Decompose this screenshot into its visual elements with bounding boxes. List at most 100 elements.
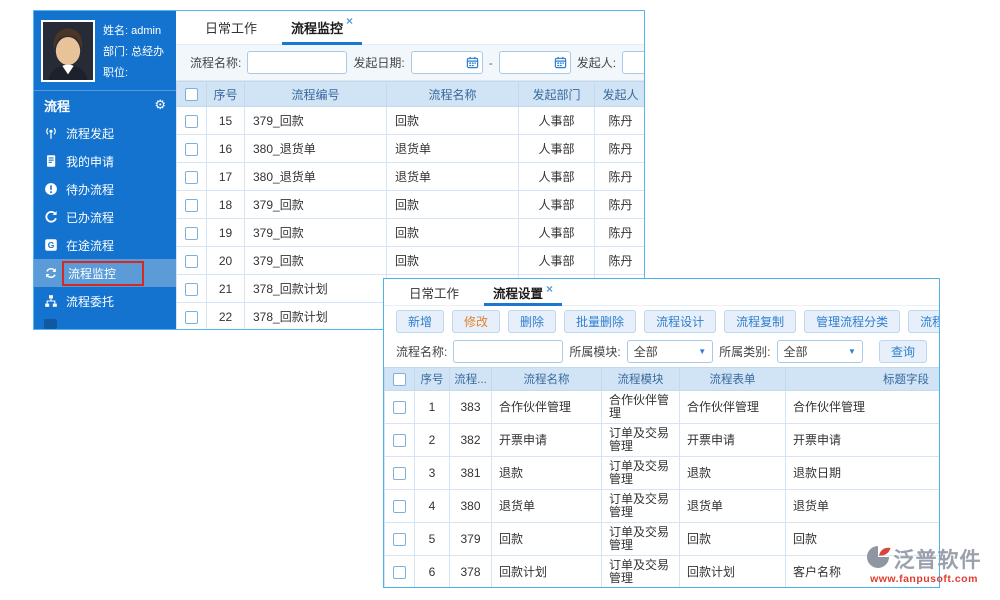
row-checkbox[interactable] bbox=[393, 400, 406, 414]
settings-tab-daily-work[interactable]: 日常工作 bbox=[400, 279, 468, 305]
row-checkbox[interactable] bbox=[393, 532, 406, 546]
transit-badge-icon: G bbox=[43, 238, 58, 253]
sidebar-item-done-processes[interactable]: 已办流程 bbox=[34, 203, 176, 231]
row-checkbox[interactable] bbox=[393, 466, 406, 480]
gear-icon[interactable]: ⚙ bbox=[154, 97, 166, 112]
column-header[interactable]: 发起人 bbox=[594, 81, 644, 107]
sidebar-item-my-applications[interactable]: 我的申请 bbox=[34, 147, 176, 175]
module-select[interactable]: 全部 ▼ bbox=[626, 340, 714, 363]
sidebar-item-process-monitor[interactable]: 流程监控 bbox=[34, 259, 176, 287]
table-row[interactable]: 18 379_回款 回款 人事部 陈丹 bbox=[176, 190, 644, 219]
row-checkbox[interactable] bbox=[185, 310, 198, 324]
settings-process-name-input[interactable] bbox=[453, 340, 564, 363]
batch-delete-button[interactable]: 批量删除 bbox=[564, 309, 637, 333]
table-row[interactable]: 20 379_回款 回款 人事部 陈丹 bbox=[176, 246, 644, 275]
column-header[interactable]: 流程编号 bbox=[244, 81, 387, 107]
column-header[interactable]: 发起部门 bbox=[518, 81, 595, 107]
column-header[interactable]: 序号 bbox=[206, 81, 245, 107]
column-header[interactable]: 标题字段 bbox=[785, 367, 939, 391]
modify-button[interactable]: 修改 bbox=[452, 309, 501, 333]
cell: 开票申请 bbox=[491, 423, 602, 457]
table-row[interactable]: 19 379_回款 回款 人事部 陈丹 bbox=[176, 218, 644, 247]
sidebar-item-in-transit-processes[interactable]: G 在途流程 bbox=[34, 231, 176, 259]
table-row[interactable]: 4 380 退货单 订单及交易管理 退货单 退货单 bbox=[384, 489, 939, 523]
checkbox-cell bbox=[176, 106, 207, 135]
cell: 回款计划 bbox=[491, 555, 602, 587]
process-copy-button[interactable]: 流程复制 bbox=[724, 309, 797, 333]
cell: 退款 bbox=[679, 456, 786, 490]
cell: 人事部 bbox=[518, 106, 595, 135]
sidebar-item-process-initiate[interactable]: 流程发起 bbox=[34, 119, 176, 147]
cell: 人事部 bbox=[518, 162, 595, 191]
table-row[interactable]: 16 380_退货单 退货单 人事部 陈丹 bbox=[176, 134, 644, 163]
calendar-icon[interactable] bbox=[466, 56, 479, 72]
table-row[interactable]: 1 383 合作伙伴管理 合作伙伴管理 合作伙伴管理 合作伙伴管理 bbox=[384, 390, 939, 424]
checkbox-cell bbox=[176, 134, 207, 163]
row-checkbox[interactable] bbox=[185, 114, 198, 128]
column-header[interactable]: 流程... bbox=[449, 367, 492, 391]
checkbox-cell bbox=[176, 190, 207, 219]
initiator-input[interactable] bbox=[622, 51, 644, 74]
checkbox-cell bbox=[384, 489, 415, 523]
row-checkbox[interactable] bbox=[185, 254, 198, 268]
monitor-tab-daily-work[interactable]: 日常工作 bbox=[196, 11, 266, 44]
process-name-input[interactable] bbox=[247, 51, 348, 74]
close-icon[interactable]: × bbox=[546, 282, 554, 296]
cell: 回款 bbox=[491, 522, 602, 556]
add-button[interactable]: 新增 bbox=[396, 309, 445, 333]
row-checkbox[interactable] bbox=[393, 499, 406, 513]
column-header[interactable]: 流程名称 bbox=[386, 81, 519, 107]
cell: 开票申请 bbox=[679, 423, 786, 457]
table-row[interactable]: 3 381 退款 订单及交易管理 退款 退款日期 bbox=[384, 456, 939, 490]
row-checkbox[interactable] bbox=[185, 226, 198, 240]
sidebar-item-label: 已办流程 bbox=[66, 210, 115, 225]
table-row[interactable]: 17 380_退货单 退货单 人事部 陈丹 bbox=[176, 162, 644, 191]
select-all-checkbox[interactable] bbox=[393, 372, 406, 386]
cell: 陈丹 bbox=[594, 162, 644, 191]
checkbox-cell bbox=[176, 274, 207, 303]
date-to-input[interactable] bbox=[498, 51, 571, 74]
manage-process-category-button[interactable]: 管理流程分类 bbox=[804, 309, 901, 333]
row-checkbox[interactable] bbox=[185, 282, 198, 296]
cell: 退款 bbox=[491, 456, 602, 490]
date-from-input[interactable] bbox=[410, 51, 483, 74]
category-select[interactable]: 全部 ▼ bbox=[776, 340, 863, 363]
sidebar-item-label: 在途流程 bbox=[66, 238, 115, 253]
process-design-button[interactable]: 流程设计 bbox=[644, 309, 717, 333]
row-checkbox[interactable] bbox=[185, 170, 198, 184]
row-checkbox[interactable] bbox=[185, 142, 198, 156]
chevron-down-icon: ▼ bbox=[698, 347, 707, 356]
close-icon[interactable]: × bbox=[346, 14, 354, 28]
search-button[interactable]: 查询 bbox=[878, 340, 927, 363]
calendar-icon[interactable] bbox=[554, 56, 567, 72]
column-header[interactable]: 流程模块 bbox=[601, 367, 680, 391]
tab-label: 日常工作 bbox=[409, 286, 460, 301]
row-checkbox[interactable] bbox=[393, 565, 406, 579]
cell: 1 bbox=[414, 390, 450, 424]
column-header[interactable]: 流程名称 bbox=[491, 367, 602, 391]
select-all-checkbox[interactable] bbox=[185, 88, 198, 102]
cell: 客户名称 bbox=[785, 555, 939, 587]
table-row[interactable]: 5 379 回款 订单及交易管理 回款 回款 bbox=[384, 522, 939, 556]
cell: 人事部 bbox=[518, 190, 595, 219]
checkbox-cell bbox=[384, 522, 415, 556]
column-header[interactable]: 流程表单 bbox=[679, 367, 786, 391]
monitor-tab-process-monitor[interactable]: 流程监控 × bbox=[282, 11, 363, 45]
row-checkbox[interactable] bbox=[393, 433, 406, 447]
sidebar-item-process-delegate[interactable]: 流程委托 bbox=[34, 287, 176, 315]
sidebar-item-todo-processes[interactable]: 待办流程 bbox=[34, 175, 176, 203]
delete-button[interactable]: 删除 bbox=[508, 309, 557, 333]
table-row[interactable]: 6 378 回款计划 订单及交易管理 回款计划 客户名称 bbox=[384, 555, 939, 587]
user-profile: 姓名: admin 部门: 总经办 职位: bbox=[34, 11, 176, 91]
column-header[interactable]: 序号 bbox=[414, 367, 450, 391]
process-timeout-alert-button[interactable]: 流程超时提示 bbox=[908, 309, 939, 333]
cell: 回款 bbox=[386, 190, 519, 219]
sidebar-item-label: 流程监控 bbox=[62, 260, 145, 286]
settings-tab-process-settings[interactable]: 流程设置 × bbox=[484, 279, 563, 306]
tab-label: 流程监控 bbox=[291, 21, 344, 36]
table-row[interactable]: 2 382 开票申请 订单及交易管理 开票申请 开票申请 bbox=[384, 423, 939, 457]
cell: 陈丹 bbox=[594, 134, 644, 163]
table-row[interactable]: 15 379_回款 回款 人事部 陈丹 bbox=[176, 106, 644, 135]
row-checkbox[interactable] bbox=[185, 198, 198, 212]
checkbox-cell bbox=[176, 302, 207, 329]
